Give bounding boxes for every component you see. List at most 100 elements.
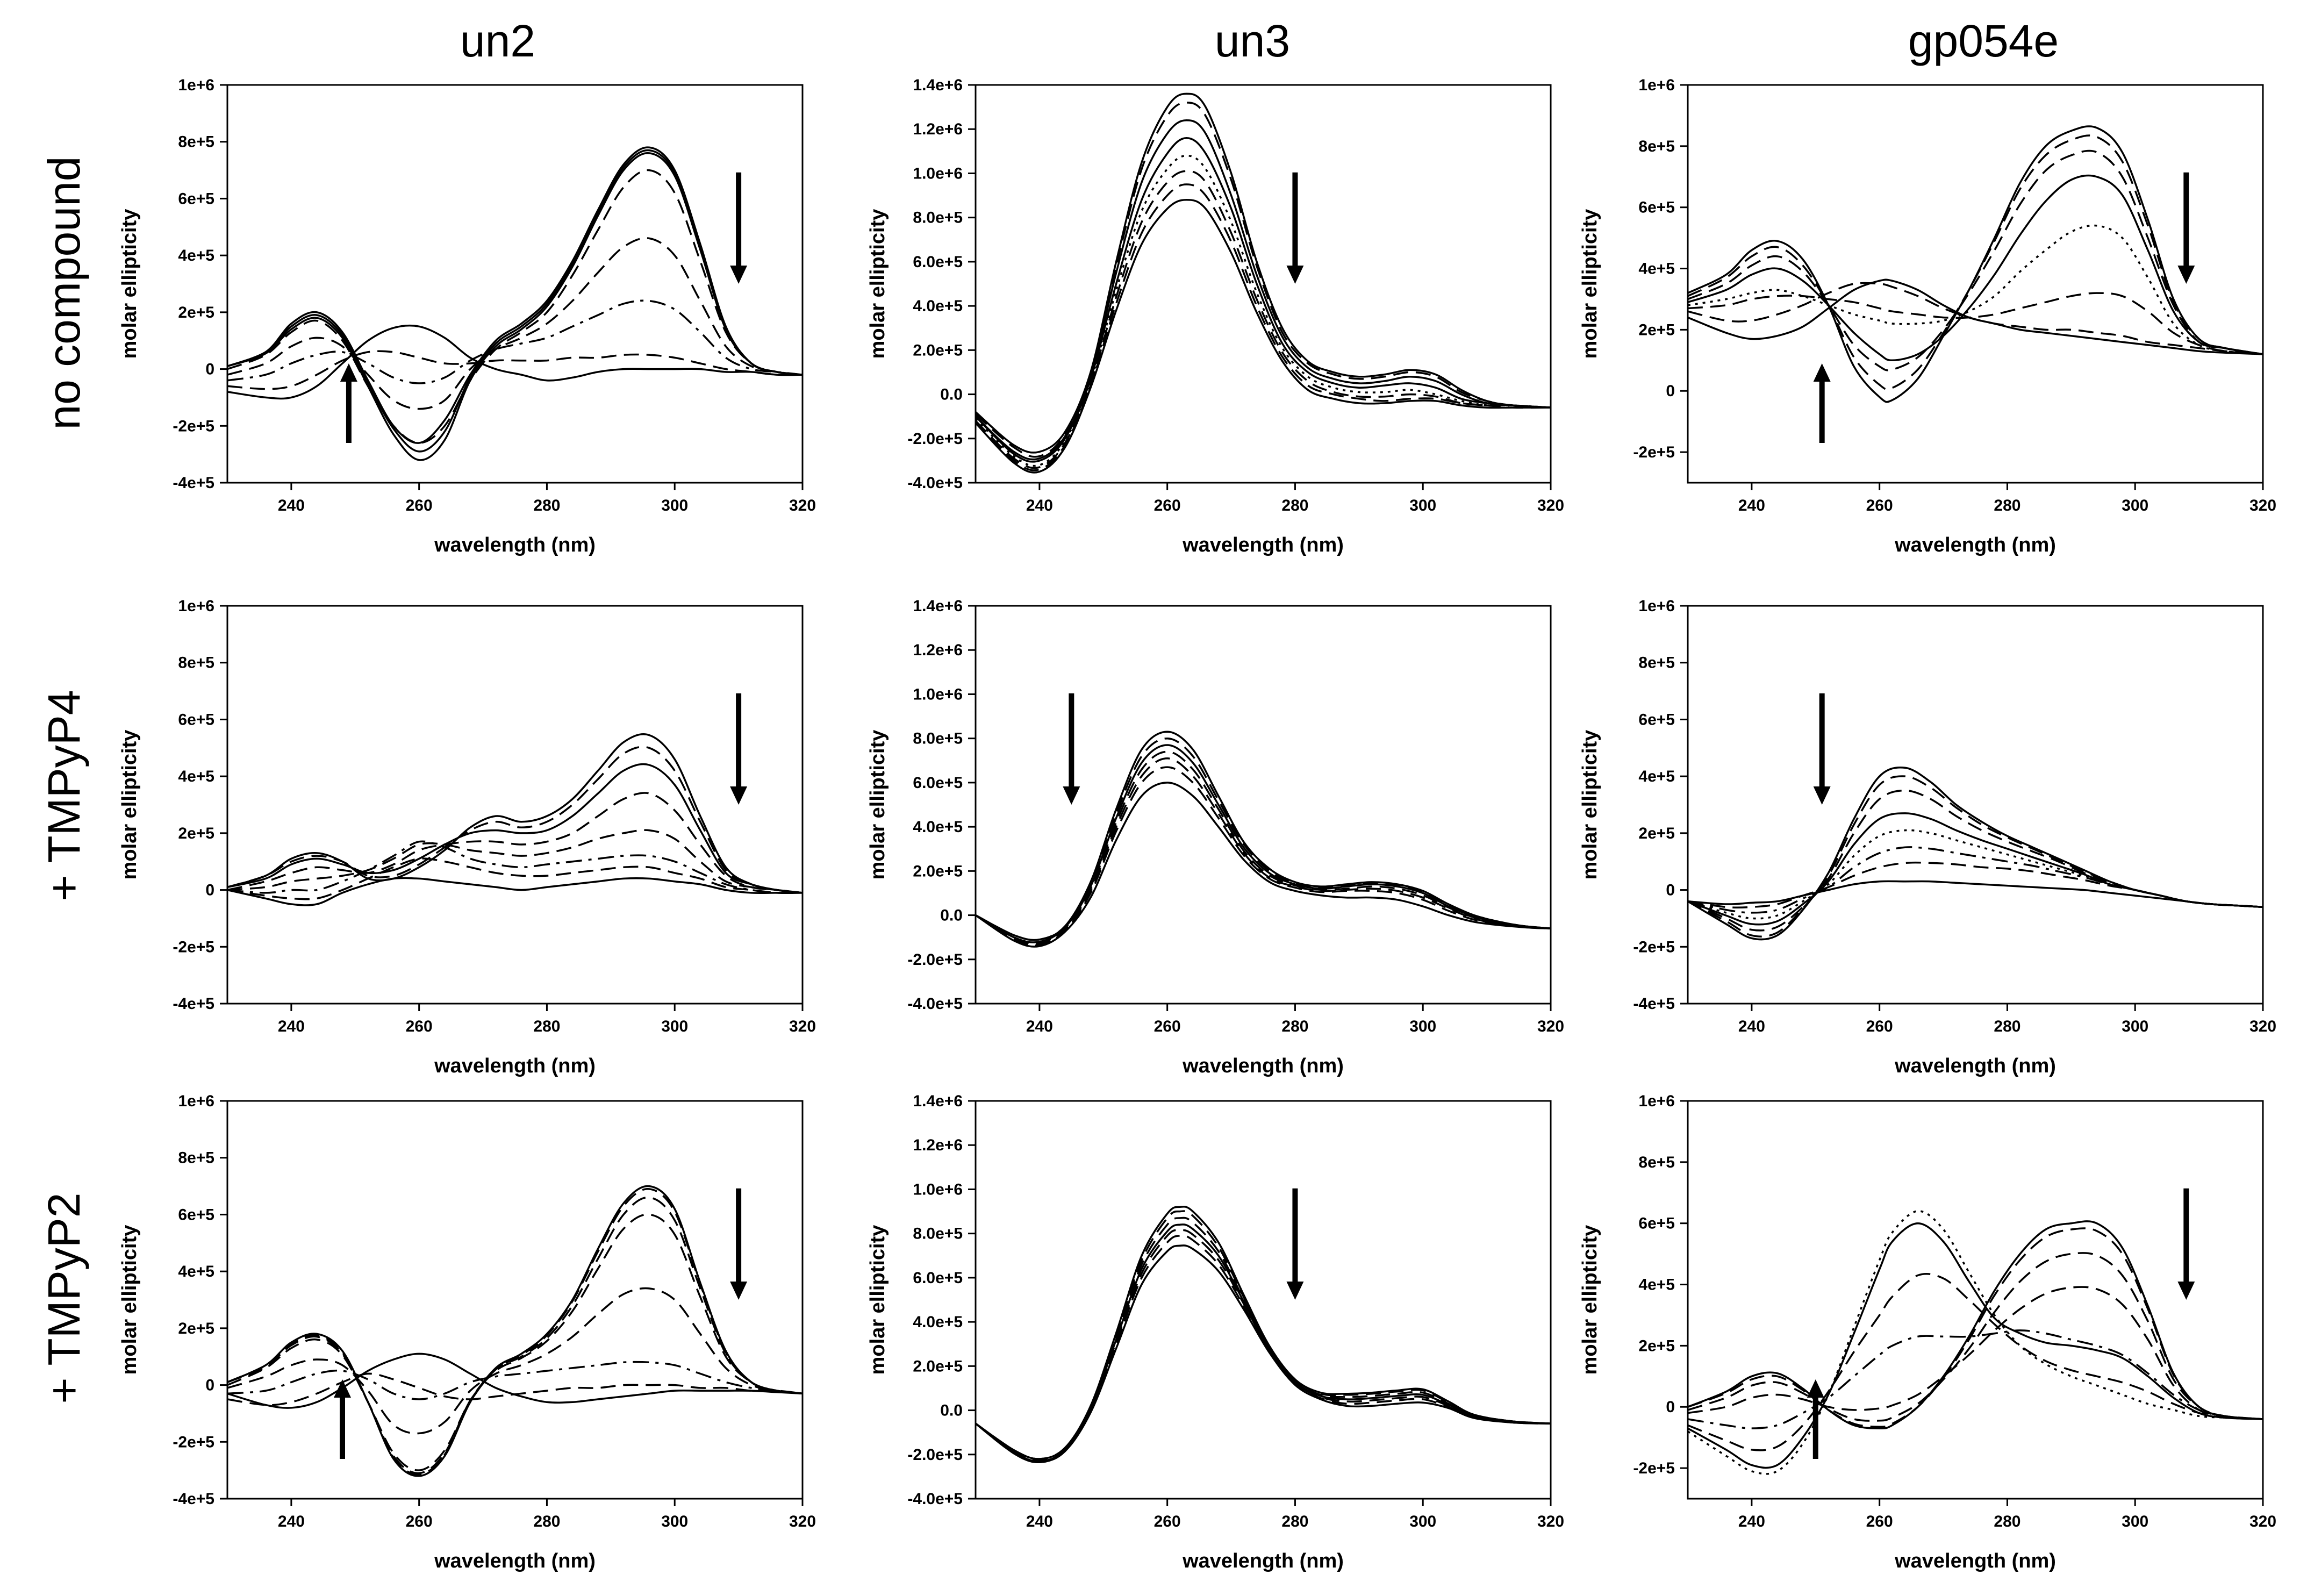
x-axis-label-gp054e-tmpyp4: wavelength (nm) xyxy=(1894,1055,2056,1077)
y-tick-label-gp054e-no-compound-2: 2e+5 xyxy=(1638,321,1675,339)
y-tick-label-un2-no-compound-3: 2e+5 xyxy=(178,304,214,321)
y-tick-label-gp054e-no-compound-5: 8e+5 xyxy=(1638,138,1675,155)
y-tick-label-un2-no-compound-1: -2e+5 xyxy=(173,417,214,435)
y-tick-label-gp054e-tmpyp2-0: -2e+5 xyxy=(1633,1459,1675,1477)
series-line-un2-tmpyp2-6 xyxy=(227,1361,803,1400)
series-line-un2-tmpyp2-7 xyxy=(227,1372,803,1406)
series-line-un3-tmpyp4-7 xyxy=(976,782,1551,948)
y-axis-label-un2-no-compound: molar ellipticity xyxy=(118,209,141,359)
series-line-gp054e-tmpyp2-3 xyxy=(1688,1252,2263,1422)
series-line-un2-no-compound-8 xyxy=(227,324,803,400)
y-tick-label-gp054e-tmpyp4-5: 6e+5 xyxy=(1638,711,1675,728)
plot-frame-gp054e-no-compound xyxy=(1687,84,2264,484)
y-tick-label-gp054e-tmpyp4-0: -4e+5 xyxy=(1633,995,1675,1013)
y-axis-label-un3-no-compound: molar ellipticity xyxy=(866,209,889,359)
y-tick-label-un3-tmpyp4-3: 2.0e+5 xyxy=(913,862,963,880)
x-tick-label-un2-tmpyp2-320: 320 xyxy=(789,1513,816,1530)
series-line-un3-tmpyp2-7 xyxy=(976,1244,1551,1463)
x-tick-label-gp054e-no-compound-320: 320 xyxy=(2249,497,2276,514)
y-tick-label-un3-no-compound-9: 1.4e+6 xyxy=(913,76,963,94)
y-tick-label-gp054e-tmpyp2-2: 2e+5 xyxy=(1638,1337,1675,1355)
series-line-un3-tmpyp4-4 xyxy=(976,750,1551,944)
plot-frame-un3-tmpyp2 xyxy=(975,1100,1552,1500)
x-axis-label-un2-no-compound: wavelength (nm) xyxy=(434,534,596,556)
series-line-un2-tmpyp4-4 xyxy=(227,792,803,894)
chart-panel-un2-tmpyp4: 240 260 280 300 320 -4e+5 -2e+5 0 2e+5 4e+5 6e+5 8e… xyxy=(118,597,816,1077)
x-tick-label-un3-no-compound-320: 320 xyxy=(1537,497,1564,514)
series-line-un3-tmpyp4-2 xyxy=(976,737,1551,941)
series-line-un2-tmpyp4-2 xyxy=(227,746,803,894)
column-title-un3: un3 xyxy=(1215,16,1290,66)
y-tick-label-un3-tmpyp2-0: -4.0e+5 xyxy=(907,1490,963,1508)
y-tick-label-un3-tmpyp2-6: 8.0e+5 xyxy=(913,1225,963,1243)
x-tick-label-un3-no-compound-300: 300 xyxy=(1409,497,1436,514)
y-tick-label-un3-no-compound-7: 1.0e+6 xyxy=(913,164,963,182)
y-tick-label-un2-tmpyp2-0: -4e+5 xyxy=(173,1490,214,1508)
y-tick-label-un2-no-compound-7: 1e+6 xyxy=(178,76,214,94)
y-tick-label-gp054e-tmpyp2-3: 4e+5 xyxy=(1638,1276,1675,1294)
column-title-un2: un2 xyxy=(460,16,535,66)
series-line-un3-tmpyp4-3 xyxy=(976,744,1551,943)
y-tick-label-un2-tmpyp2-3: 2e+5 xyxy=(178,1320,214,1337)
y-tick-label-gp054e-no-compound-6: 1e+6 xyxy=(1638,76,1675,94)
x-tick-label-gp054e-tmpyp2-280: 280 xyxy=(1994,1513,2020,1530)
y-tick-label-un2-tmpyp2-6: 8e+5 xyxy=(178,1149,214,1167)
y-tick-label-un2-tmpyp4-3: 2e+5 xyxy=(178,825,214,842)
series-line-gp054e-tmpyp4-8 xyxy=(1688,880,2263,908)
series-line-un2-tmpyp4-8 xyxy=(227,877,803,906)
y-tick-label-un2-tmpyp2-2: 0 xyxy=(205,1377,214,1394)
series-line-gp054e-tmpyp2-2 xyxy=(1688,1227,2263,1428)
y-tick-label-un3-tmpyp2-9: 1.4e+6 xyxy=(913,1092,963,1110)
x-axis-label-un3-no-compound: wavelength (nm) xyxy=(1182,534,1344,556)
x-tick-label-un3-no-compound-260: 260 xyxy=(1154,497,1181,514)
y-tick-label-un3-no-compound-5: 6.0e+5 xyxy=(913,253,963,271)
x-tick-label-un3-tmpyp4-300: 300 xyxy=(1409,1018,1436,1035)
series-line-gp054e-tmpyp4-1 xyxy=(1688,767,2263,941)
series-line-un3-no-compound-8 xyxy=(976,199,1551,474)
x-tick-label-un2-tmpyp4-320: 320 xyxy=(789,1018,816,1035)
chart-panel-gp054e-tmpyp4: 240 260 280 300 320 -4e+5 -2e+5 0 2e+5 4e+5 6e+5 8e… xyxy=(1579,597,2276,1077)
x-tick-label-gp054e-tmpyp2-320: 320 xyxy=(2249,1513,2276,1530)
x-tick-label-gp054e-tmpyp2-260: 260 xyxy=(1866,1513,1893,1530)
x-tick-label-gp054e-no-compound-240: 240 xyxy=(1738,497,1765,514)
y-tick-label-un3-tmpyp4-6: 8.0e+5 xyxy=(913,730,963,748)
series-line-gp054e-tmpyp2-8 xyxy=(1688,1222,2263,1469)
y-tick-label-un3-no-compound-4: 4.0e+5 xyxy=(913,297,963,315)
plot-frame-un3-tmpyp4 xyxy=(975,605,1552,1005)
chart-panel-un2-no-compound: 240 260 280 300 320 -4e+5 -2e+5 0 2e+5 4e+5 6e+5 8e… xyxy=(118,76,816,556)
x-tick-label-un2-tmpyp4-280: 280 xyxy=(533,1018,560,1035)
y-tick-label-gp054e-no-compound-4: 6e+5 xyxy=(1638,199,1675,217)
y-tick-label-un2-no-compound-6: 8e+5 xyxy=(178,133,214,151)
arrow-down-un2-no-compound-2 xyxy=(730,172,748,284)
y-tick-label-un2-no-compound-5: 6e+5 xyxy=(178,190,214,207)
y-tick-label-un3-no-compound-3: 2.0e+5 xyxy=(913,341,963,359)
y-tick-label-un3-tmpyp2-3: 2.0e+5 xyxy=(913,1357,963,1375)
y-tick-label-un3-no-compound-0: -4.0e+5 xyxy=(907,474,963,492)
x-tick-label-un2-tmpyp4-260: 260 xyxy=(406,1018,433,1035)
x-tick-label-gp054e-no-compound-280: 280 xyxy=(1994,497,2020,514)
y-tick-label-gp054e-tmpyp4-6: 8e+5 xyxy=(1638,654,1675,672)
y-tick-label-un3-tmpyp4-2: 0.0 xyxy=(940,907,963,925)
y-axis-label-un3-tmpyp4: molar ellipticity xyxy=(866,730,889,880)
series-line-un2-no-compound-1 xyxy=(227,146,803,444)
series-line-gp054e-no-compound-3 xyxy=(1688,149,2263,371)
y-tick-label-un3-tmpyp2-2: 0.0 xyxy=(940,1402,963,1420)
y-tick-label-un3-tmpyp2-1: -2.0e+5 xyxy=(907,1446,963,1464)
series-line-un2-no-compound-7 xyxy=(227,350,803,390)
x-tick-label-un3-tmpyp2-240: 240 xyxy=(1026,1513,1053,1530)
chart-panel-un3-tmpyp4: 240 260 280 300 320 -4.0e+5 -2.0e+5 0.0 2.0e+5 4.… xyxy=(866,597,1564,1077)
x-tick-label-un2-tmpyp2-300: 300 xyxy=(661,1513,688,1530)
y-tick-label-un3-no-compound-1: -2.0e+5 xyxy=(907,430,963,448)
series-line-un3-tmpyp2-1 xyxy=(976,1205,1551,1460)
x-axis-label-gp054e-tmpyp2: wavelength (nm) xyxy=(1894,1550,2056,1572)
x-tick-label-un3-tmpyp4-320: 320 xyxy=(1537,1018,1564,1035)
plot-frame-un3-no-compound xyxy=(975,84,1552,484)
y-tick-label-gp054e-tmpyp4-3: 2e+5 xyxy=(1638,825,1675,842)
y-tick-label-un2-tmpyp2-7: 1e+6 xyxy=(178,1092,214,1110)
y-tick-label-gp054e-tmpyp4-7: 1e+6 xyxy=(1638,597,1675,615)
arrow-down-un3-tmpyp4-1 xyxy=(1063,693,1080,805)
series-line-un3-tmpyp2-6 xyxy=(976,1234,1551,1463)
y-tick-label-un2-no-compound-0: -4e+5 xyxy=(173,474,214,492)
series-line-gp054e-tmpyp2-7 xyxy=(1688,1210,2263,1475)
